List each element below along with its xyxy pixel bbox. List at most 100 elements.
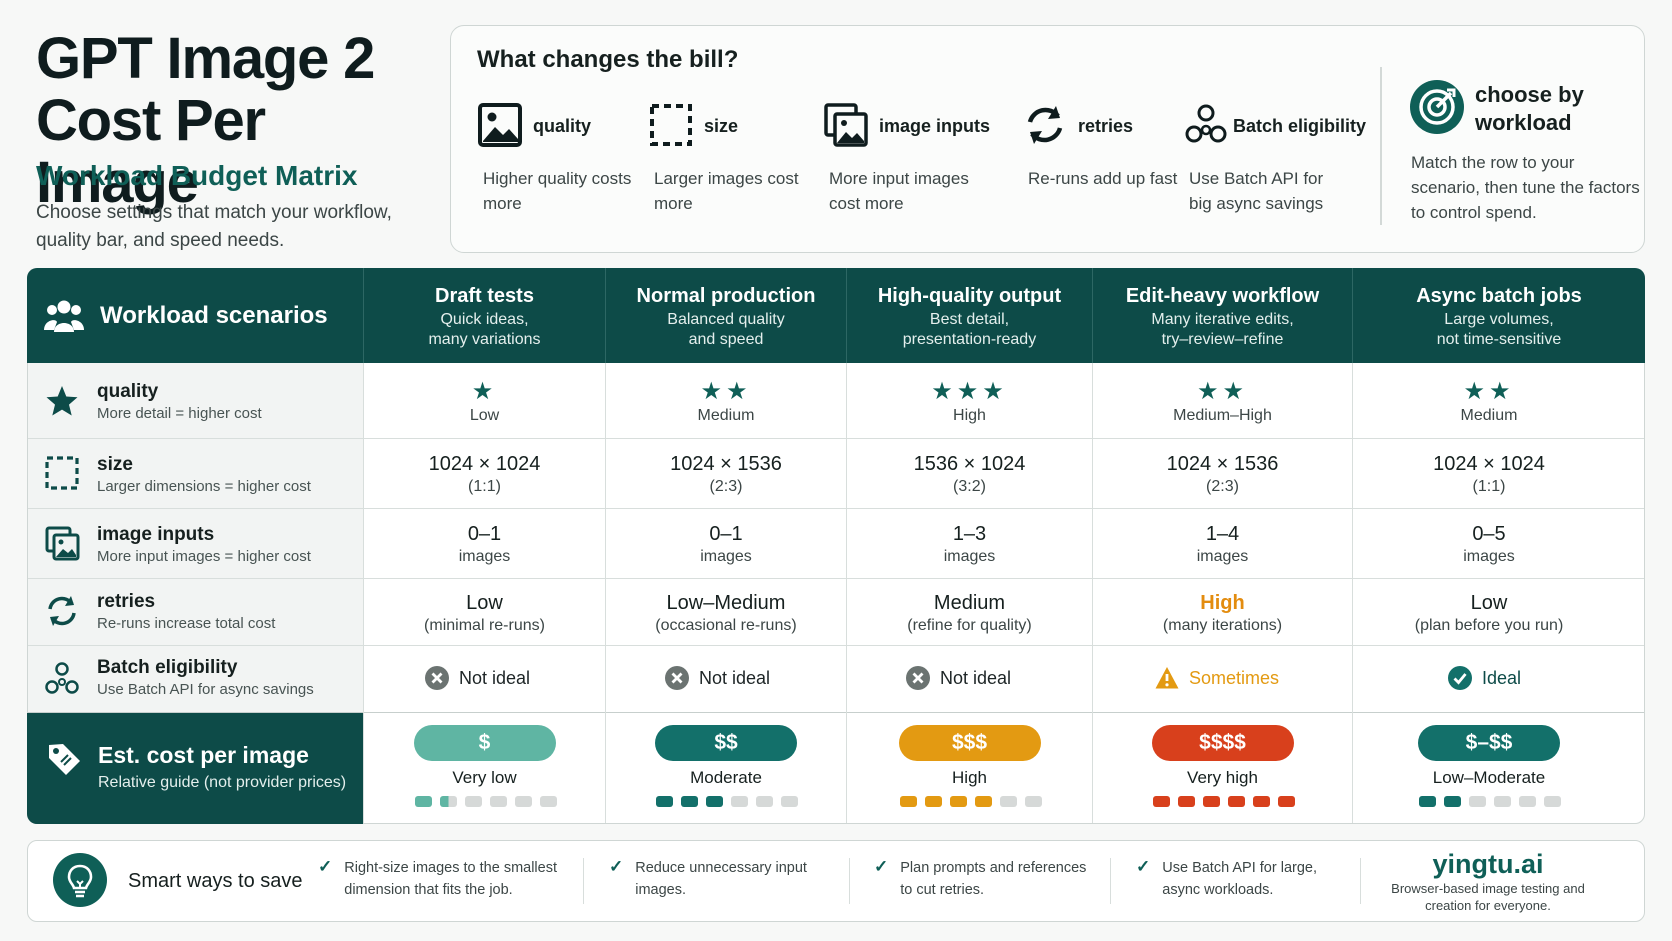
row-title: size bbox=[97, 454, 133, 475]
cell-sub: images bbox=[458, 548, 511, 565]
cell-retries: High (many iterations) bbox=[1093, 591, 1352, 637]
factor-desc: Larger images cost more bbox=[654, 169, 799, 213]
cell-main: High bbox=[1200, 592, 1245, 614]
cell-main: 1024 × 1536 bbox=[670, 453, 782, 475]
lightbulb-icon bbox=[67, 864, 93, 898]
col-sub: not time-sensitive bbox=[1436, 331, 1562, 348]
cell-sub: (1:1) bbox=[468, 478, 501, 495]
factor-desc: Use Batch API for big async savings bbox=[1189, 169, 1324, 213]
target-icon bbox=[1410, 80, 1464, 134]
row-divider bbox=[28, 578, 1644, 579]
dashed-frame-icon bbox=[650, 104, 692, 146]
col-title: Normal production bbox=[636, 285, 816, 307]
col-sub: Balanced quality bbox=[667, 311, 785, 328]
cell-main: Low bbox=[1470, 592, 1508, 614]
cell-sub: (plan before you run) bbox=[1414, 617, 1564, 634]
choose-title: choose by workload bbox=[1475, 82, 1584, 135]
check-icon: ✓ bbox=[318, 857, 333, 876]
cell-sub: (minimal re-runs) bbox=[424, 617, 545, 634]
lightbulb-badge bbox=[53, 853, 107, 907]
batch-status: Not ideal bbox=[699, 667, 771, 688]
cell-main: Low–Medium bbox=[666, 592, 786, 614]
row-title: retries bbox=[97, 591, 156, 612]
cost-level-meter bbox=[656, 796, 798, 807]
col-header-edit-heavy: Edit-heavy workflow Many iterative edits… bbox=[1093, 282, 1352, 350]
col-header-draft: Draft tests Quick ideas, many variations bbox=[364, 282, 605, 350]
col-divider bbox=[605, 363, 606, 823]
cell-inputs: 1–4 images bbox=[1093, 522, 1352, 568]
meter-segment bbox=[681, 796, 698, 807]
meter-segment bbox=[1419, 796, 1436, 807]
cell-retries: Medium (refine for quality) bbox=[847, 591, 1092, 637]
col-divider bbox=[846, 268, 847, 363]
tip-divider bbox=[1110, 858, 1111, 904]
cell-retries: Low (minimal re-runs) bbox=[364, 591, 605, 637]
col-divider bbox=[1092, 363, 1093, 823]
cell-size: 1536 × 1024 (3:2) bbox=[847, 452, 1092, 498]
factor-label: Batch eligibility bbox=[1233, 116, 1367, 136]
batch-status: Not ideal bbox=[459, 667, 531, 688]
row-divider bbox=[28, 438, 1644, 439]
factor-desc: More input images cost more bbox=[829, 169, 969, 213]
col-divider bbox=[363, 268, 364, 363]
cost-level-meter bbox=[1152, 796, 1295, 807]
col-divider bbox=[363, 363, 364, 823]
meter-segment bbox=[1177, 796, 1195, 807]
cell-sub: (many iterations) bbox=[1162, 617, 1283, 634]
meter-segment bbox=[1494, 796, 1511, 807]
col-divider bbox=[1092, 268, 1093, 363]
meter-segment bbox=[539, 796, 557, 807]
price-tag-icon bbox=[49, 744, 80, 775]
row-label-quality: quality More detail = higher cost bbox=[97, 380, 262, 424]
cell-main: 1–4 bbox=[1205, 523, 1240, 545]
cell-quality: ★ Low bbox=[364, 379, 605, 427]
batch-status: Not ideal bbox=[940, 667, 1012, 688]
x-circle-icon bbox=[425, 666, 449, 690]
cell-main: 1536 × 1024 bbox=[913, 453, 1026, 475]
meter-segment bbox=[656, 796, 673, 807]
choose-desc: Match the row to your scenario, then tun… bbox=[1411, 153, 1640, 222]
cell-size: 1024 × 1024 (1:1) bbox=[1353, 452, 1625, 498]
quality-value: Medium bbox=[697, 407, 755, 424]
brand-block[interactable]: yingtu.ai Browser-based image testing an… bbox=[1388, 848, 1588, 914]
meter-segment bbox=[1277, 796, 1295, 807]
col-divider bbox=[1352, 363, 1353, 823]
cell-main: 0–1 bbox=[467, 523, 502, 545]
check-icon: ✓ bbox=[609, 857, 624, 876]
quality-value: Medium–High bbox=[1173, 407, 1272, 424]
col-sub: presentation-ready bbox=[902, 331, 1037, 348]
tip-divider bbox=[1360, 858, 1361, 904]
cell-sub: images bbox=[943, 548, 996, 565]
cell-main: 1024 × 1024 bbox=[428, 453, 541, 475]
meter-segment bbox=[1444, 796, 1461, 807]
cell-quality: ★★★ High bbox=[847, 379, 1092, 427]
cell-size: 1024 × 1024 (1:1) bbox=[364, 452, 605, 498]
tip-divider bbox=[583, 858, 584, 904]
brand-name[interactable]: yingtu.ai bbox=[1432, 849, 1544, 879]
star-icon bbox=[46, 386, 78, 416]
star-rating: ★★★ bbox=[931, 378, 1008, 405]
star-rating: ★★ bbox=[1463, 378, 1515, 405]
cell-retries: Low–Medium (occasional re-runs) bbox=[606, 591, 846, 637]
row-label-image-inputs: image inputs More input images = higher … bbox=[97, 523, 311, 567]
savings-strip bbox=[27, 840, 1645, 922]
page-description: Choose settings that match your workflow… bbox=[36, 202, 392, 251]
x-circle-icon bbox=[906, 666, 930, 690]
cost-sublabel: Relative guide (not provider prices) bbox=[98, 774, 347, 791]
cell-size: 1024 × 1536 (2:3) bbox=[606, 452, 846, 498]
stacked-images-icon bbox=[45, 526, 80, 561]
meter-segment bbox=[464, 796, 482, 807]
batch-status: Ideal bbox=[1482, 667, 1522, 688]
meter-segment bbox=[756, 796, 773, 807]
row-title: image inputs bbox=[97, 524, 215, 545]
matrix-header bbox=[27, 268, 1645, 363]
meter-segment bbox=[1202, 796, 1220, 807]
cell-main: 1–3 bbox=[952, 523, 987, 545]
tip-text: Use Batch API for large, async workloads… bbox=[1162, 860, 1317, 898]
meter-segment bbox=[489, 796, 507, 807]
factors-heading: What changes the bill? bbox=[477, 46, 739, 73]
cell-batch: Ideal bbox=[1448, 666, 1521, 690]
meter-segment bbox=[899, 796, 917, 807]
refresh-icon bbox=[48, 596, 76, 626]
meter-segment bbox=[706, 796, 723, 807]
